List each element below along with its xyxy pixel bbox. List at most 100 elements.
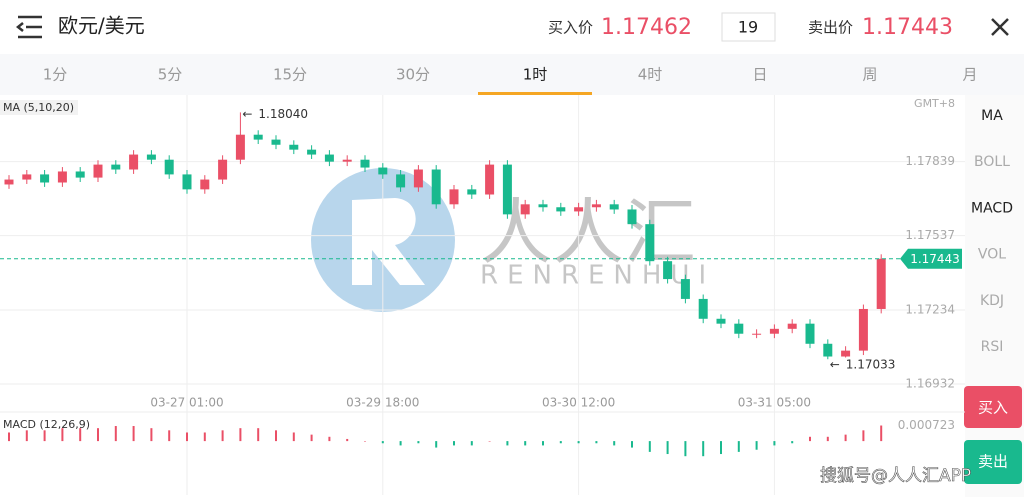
quantity[interactable]: 19 [738,18,758,37]
tab-underline [478,92,592,95]
pair-title: 欧元/美元 [58,14,145,38]
candle-body [200,179,210,190]
candle-body [129,154,139,170]
macd-bar [595,441,598,444]
macd-bar [79,428,82,442]
timezone: GMT+8 [914,97,955,110]
candle-body [324,154,334,162]
macd-bar [43,430,46,442]
candle-body [253,134,263,140]
macd-bar [8,432,10,442]
tab[interactable]: 周 [862,66,877,84]
candle-body [111,164,121,170]
macd-bar [203,432,206,442]
close-icon[interactable] [991,18,1009,36]
macd-bar [417,441,420,444]
current-price-tag [900,248,962,269]
tab[interactable]: 4时 [638,66,663,84]
candle-body [502,164,512,215]
watermark-latin: RENRENHUI [480,261,715,291]
macd-bar [150,428,153,442]
macd-bar [559,441,562,444]
macd-bar [346,438,349,442]
candle-body [235,134,245,160]
macd-bar [399,441,402,446]
macd-bar [25,430,28,442]
indicator-tab[interactable]: MACD [971,200,1013,216]
tab[interactable]: 1分 [43,66,68,84]
candle-body [378,167,388,175]
candle-body [663,261,673,280]
tab[interactable]: 15分 [273,66,307,84]
macd-bar [275,430,277,442]
current-price-label: 1.17443 [910,252,960,266]
macd-bar [470,441,473,446]
tab[interactable]: 30分 [396,66,430,84]
macd-bar [310,434,313,442]
candle-body [218,159,228,180]
macd-bar [755,441,758,450]
sell-button[interactable] [964,440,1022,484]
candle-body [574,207,584,212]
candle-body [449,189,459,205]
tab[interactable]: 1时 [523,66,548,84]
candle-body [876,258,886,309]
watermark-brand: 人人汇 [480,191,696,275]
arrow: ← [242,107,252,121]
candle-body [841,350,851,357]
macd-bar [168,430,171,442]
sell-button-label[interactable]: 卖出 [978,453,1008,471]
indicator-tab[interactable]: RSI [981,339,1004,355]
macd-bar [506,441,509,446]
candle-body [645,224,655,262]
candle-body [787,323,797,329]
candle-body [22,174,32,180]
indicator-tab[interactable]: MA [981,108,1003,124]
macd-bar [862,430,865,442]
candle-body [4,179,14,185]
candle-body [57,171,67,183]
candle-body [556,207,566,212]
macd-bar [435,441,438,448]
y-tick-label: 1.17234 [905,302,955,316]
macd-bar [826,436,829,442]
tab[interactable]: 日 [752,66,767,84]
arrow: ← [830,358,840,372]
buy-button-label[interactable]: 买入 [978,399,1008,417]
macd-bar [880,425,883,442]
macd-bar [720,441,722,455]
menu-icon[interactable] [15,15,42,39]
indicator-tab[interactable]: KDJ [980,293,1004,309]
macd-bar [631,441,633,448]
footer-watermark: 搜狐号@人人汇APP [820,466,971,486]
candle-body [342,159,352,162]
macd-bar [453,441,455,446]
macd-bar [648,441,651,452]
tab[interactable]: 月 [962,66,977,84]
indicator-tab[interactable]: BOLL [974,154,1010,170]
candle-body [307,149,317,155]
macd-bar [773,441,776,446]
candle-body [485,164,495,195]
indicator-tab[interactable]: VOL [978,247,1006,263]
buy-button[interactable] [964,386,1022,428]
candle-body [858,308,868,351]
tab[interactable]: 5分 [158,66,183,84]
watermark: 人人汇 RENRENHUI [311,168,715,312]
macd-bar [524,441,527,446]
quantity-box[interactable] [721,12,776,42]
x-tick-label: 03-29 18:00 [346,396,419,410]
ma-label-bg [0,100,78,115]
ask-label: 卖出价 [808,19,853,37]
candle-body [698,298,708,319]
candle-body [716,318,726,324]
x-tick-label: 03-31 05:00 [738,396,811,410]
side-panel [965,95,1024,497]
macd-bar [702,441,705,457]
header-bg [0,0,1024,52]
macd-bar [132,426,135,442]
tab-bar [0,54,1024,95]
candle-body [769,328,779,334]
candle-body [431,169,441,205]
